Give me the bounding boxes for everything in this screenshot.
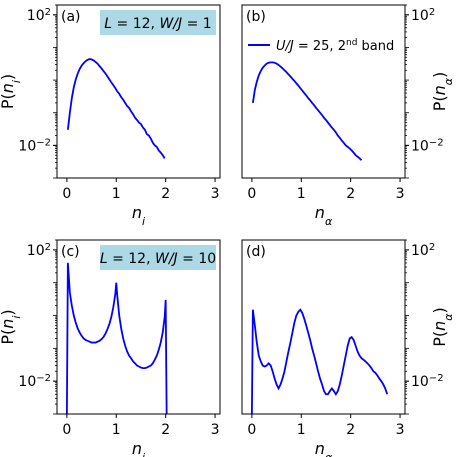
y-tick-label: 102 bbox=[411, 6, 435, 24]
panel-0: 0 1 2 3 102 10−2 ni P(ni) (a) L = 12, W/J = 1 bbox=[0, 4, 221, 228]
axes-frame bbox=[241, 239, 406, 415]
panel-label: (d) bbox=[246, 244, 266, 260]
x-axis-label: ni bbox=[132, 203, 145, 228]
parameter-box bbox=[100, 245, 216, 270]
panel-label: (b) bbox=[246, 9, 266, 25]
y-axis-label: P(ni) bbox=[0, 309, 23, 344]
y-tick-label: 102 bbox=[411, 241, 435, 259]
x-tick-label: 2 bbox=[346, 422, 355, 438]
x-tick-label: 2 bbox=[161, 186, 170, 202]
y-axis-label: P(nα) bbox=[430, 72, 455, 112]
x-tick-label: 3 bbox=[211, 186, 220, 202]
panel-1: 0 1 2 3 102 10−2 nα P(nα) (b) U/J = 25, 2nd band bbox=[241, 4, 455, 228]
x-tick-label: 3 bbox=[211, 422, 220, 438]
x-axis-label: nα bbox=[315, 203, 333, 228]
series-line-0 bbox=[65, 262, 168, 414]
y-axis-label: P(nα) bbox=[430, 307, 455, 347]
x-tick-label: 3 bbox=[396, 186, 405, 202]
y-axis-label: P(ni) bbox=[0, 74, 23, 109]
axes-frame bbox=[56, 4, 221, 179]
parameter-box bbox=[100, 10, 216, 35]
x-tick-label: 0 bbox=[62, 422, 71, 438]
x-tick-label: 0 bbox=[247, 186, 256, 202]
x-tick-label: 0 bbox=[62, 186, 71, 202]
x-tick-label: 1 bbox=[297, 422, 306, 438]
panel-2: 0 1 2 3 102 10−2 ni P(ni) (c) L = 12, W/J = 10 bbox=[0, 239, 221, 457]
x-tick-label: 3 bbox=[396, 422, 405, 438]
x-tick-label: 2 bbox=[161, 422, 170, 438]
series-line-0 bbox=[251, 61, 363, 161]
x-tick-label: 1 bbox=[112, 186, 121, 202]
x-tick-label: 1 bbox=[297, 186, 306, 202]
legend-label: U/J = 25, 2nd band bbox=[276, 38, 394, 54]
y-tick-label: 10−2 bbox=[411, 373, 444, 391]
series-line-0 bbox=[66, 58, 166, 159]
panel-label: (c) bbox=[61, 244, 80, 260]
y-tick-label: 10−2 bbox=[411, 137, 444, 155]
x-axis-label: ni bbox=[132, 439, 145, 457]
x-axis-label: nα bbox=[315, 439, 333, 457]
panel-3: 0 1 2 3 102 10−2 nα P(nα) (d) bbox=[241, 239, 455, 457]
series-line-0 bbox=[250, 308, 389, 414]
parameter-text: L = 12, W/J = 10 bbox=[100, 251, 216, 267]
y-tick-label: 102 bbox=[27, 241, 51, 259]
y-tick-label: 10−2 bbox=[18, 373, 51, 391]
parameter-text: L = 12, W/J = 1 bbox=[104, 16, 211, 32]
x-tick-label: 2 bbox=[346, 186, 355, 202]
x-tick-label: 1 bbox=[112, 422, 121, 438]
panel-label: (a) bbox=[61, 9, 81, 25]
y-tick-label: 10−2 bbox=[18, 137, 51, 155]
x-tick-label: 0 bbox=[247, 422, 256, 438]
axes-frame bbox=[56, 239, 221, 415]
y-tick-label: 102 bbox=[27, 6, 51, 24]
axes-frame bbox=[241, 4, 406, 179]
